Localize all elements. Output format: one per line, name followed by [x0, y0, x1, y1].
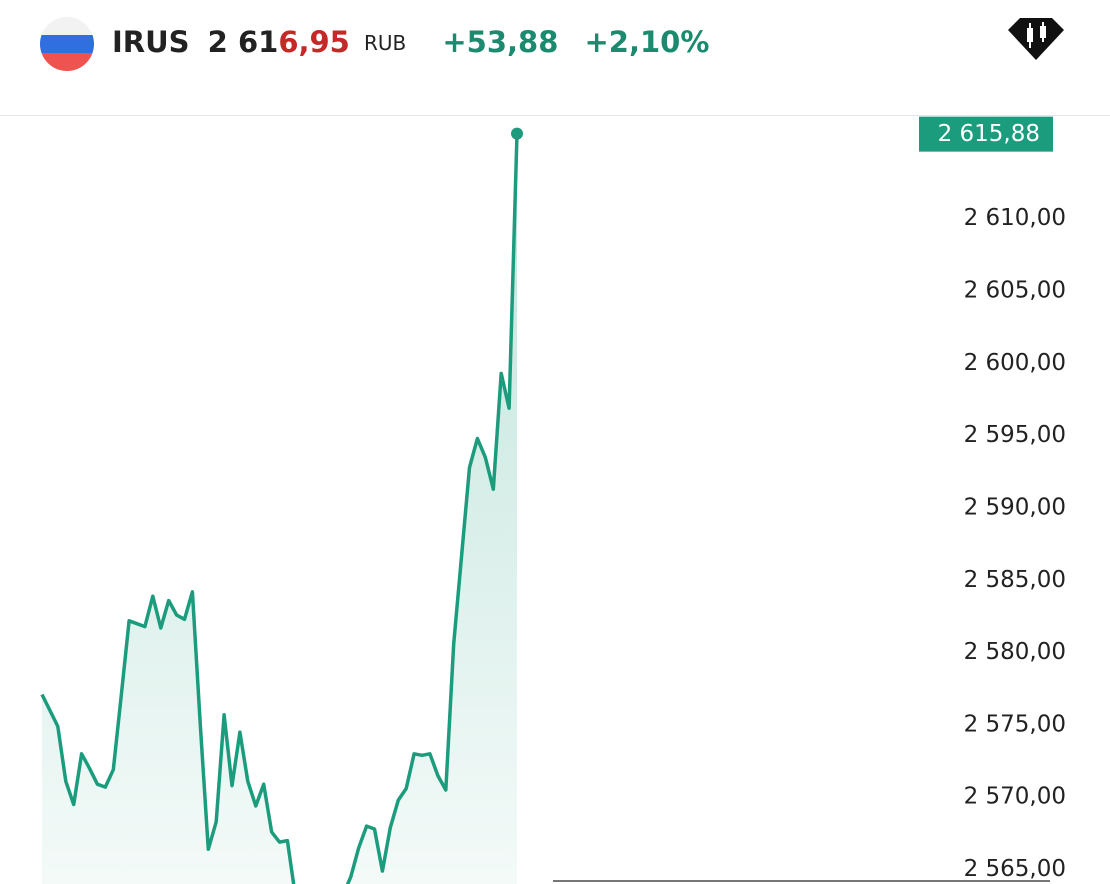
chart-type-icon[interactable]: [1008, 18, 1064, 60]
price-tag: [919, 116, 1053, 152]
y-tick-label: 2 610,00: [964, 205, 1066, 231]
header: IRUS 2 616,95 RUB +53,88 +2,10%: [112, 25, 709, 59]
flag-icon: [40, 17, 94, 71]
price: 2 61: [208, 25, 279, 59]
area-fill: [42, 133, 517, 884]
y-tick-label: 2 575,00: [964, 711, 1066, 737]
price-tag-label: 2 615,88: [938, 121, 1040, 147]
currency: RUB: [364, 31, 406, 55]
change-percent: +2,10%: [585, 25, 710, 59]
y-tick-label: 2 580,00: [964, 639, 1066, 665]
y-tick-label: 2 595,00: [964, 422, 1066, 448]
y-tick-label: 2 590,00: [964, 494, 1066, 520]
y-tick-label: 2 585,00: [964, 567, 1066, 593]
ticker: IRUS: [112, 25, 190, 59]
y-tick-label: 2 570,00: [964, 784, 1066, 810]
y-tick-label: 2 605,00: [964, 278, 1066, 304]
change: +53,88: [442, 25, 558, 59]
y-tick-label: 2 565,00: [964, 856, 1066, 882]
price: 6,95: [278, 25, 350, 59]
y-tick-label: 2 600,00: [964, 350, 1066, 376]
last-point: [511, 127, 523, 140]
plot-area: [40, 127, 523, 884]
price-line: [40, 133, 519, 884]
